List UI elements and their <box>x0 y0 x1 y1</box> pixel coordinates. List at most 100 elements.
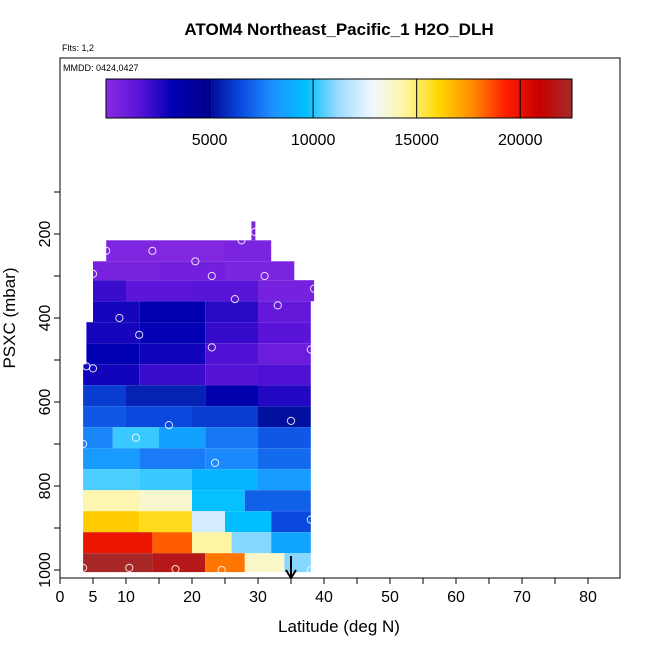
heatmap-cell-6-1 <box>139 343 206 365</box>
heatmap-cell-9-3 <box>258 406 311 428</box>
heatmap-cell-11-1 <box>139 448 206 470</box>
heatmap-cell-6-3 <box>258 343 311 365</box>
sample-marker-16 <box>88 364 98 373</box>
sample-marker-17 <box>286 416 296 425</box>
date-label: MMDD: 0424,0427 <box>63 63 139 73</box>
heatmap-cells <box>83 221 315 573</box>
heatmap-cell-1-1 <box>159 240 225 262</box>
heatmap-cell-7-2 <box>205 364 258 386</box>
heatmap-cell-2-0 <box>93 261 159 281</box>
x-axis: 0 5 10 20 30 40 50 60 70 80 <box>56 578 597 606</box>
y-tick-label-2: 600 <box>37 389 54 416</box>
sample-marker-6 <box>207 271 216 281</box>
heatmap-cell-14-0 <box>83 511 140 533</box>
sample-marker-24 <box>125 563 134 573</box>
sample-marker-2 <box>102 246 111 255</box>
heatmap-cell-1-2 <box>225 240 272 262</box>
heatmap-cell-6-2 <box>205 343 258 365</box>
heatmap-cell-14-4 <box>271 511 311 533</box>
sample-marker-5 <box>88 269 98 278</box>
colorbar-tick-label-1: 10000 <box>291 132 336 149</box>
sample-marker-27 <box>306 565 315 575</box>
heatmap-cell-8-3 <box>258 385 311 407</box>
sample-marker-0 <box>250 227 259 236</box>
heatmap-cell-4-1 <box>139 301 206 323</box>
heatmap-cell-11-3 <box>258 448 311 470</box>
x-tick-label-7: 60 <box>447 589 465 606</box>
y-axis: 200 400 600 800 1000 <box>37 191 60 588</box>
heatmap-cell-7-1 <box>139 364 206 386</box>
heatmap-cell-16-3 <box>244 553 285 573</box>
colorbar-tick-label-2: 15000 <box>394 132 439 149</box>
chart-title: ATOM4 Northeast_Pacific_1 H2O_DLH <box>184 20 493 39</box>
heatmap-cell-2-2 <box>225 261 295 281</box>
heatmap-cell-3-2 <box>192 280 258 302</box>
heatmap-cell-15-1 <box>152 532 192 554</box>
heatmap-cell-10-1 <box>112 427 159 449</box>
heatmap-cell-14-3 <box>225 511 272 533</box>
heatmap-cell-9-1 <box>126 406 192 428</box>
heatmap-cell-14-1 <box>139 511 192 533</box>
sample-marker-11 <box>115 313 124 323</box>
heatmap-cell-15-4 <box>271 532 311 554</box>
colorbar-gradient <box>105 78 573 119</box>
heatmap-cell-10-4 <box>258 427 311 449</box>
heatmap-cell-11-0 <box>83 448 140 470</box>
heatmap-cell-5-0 <box>86 322 140 344</box>
sample-markers <box>79 227 319 575</box>
heatmap-cell-4-2 <box>205 301 258 323</box>
heatmap-cell-12-2 <box>192 469 258 491</box>
heatmap-cell-15-0 <box>83 532 153 554</box>
heatmap-cell-10-3 <box>205 427 258 449</box>
heatmap-cell-13-2 <box>192 490 245 512</box>
sample-marker-13 <box>207 343 216 352</box>
heatmap-cell-3-3 <box>258 280 315 302</box>
heatmap-cell-4-3 <box>258 301 311 323</box>
heatmap-cell-6-0 <box>86 343 140 365</box>
heatmap-cell-15-2 <box>192 532 232 554</box>
heatmap-cell-5-3 <box>258 322 311 344</box>
x-tick-label-6: 50 <box>381 589 399 606</box>
heatmap-cell-16-2 <box>205 553 245 573</box>
sample-marker-1 <box>237 236 246 245</box>
y-tick-label-0: 200 <box>37 221 54 248</box>
heatmap-cell-1-0 <box>106 240 159 262</box>
heatmap-cell-13-0 <box>83 490 140 512</box>
heatmap-cell-14-2 <box>192 511 225 533</box>
sample-marker-8 <box>310 284 319 293</box>
heatmap-cell-3-1 <box>126 280 192 302</box>
x-axis-label: Latitude (deg N) <box>278 617 400 636</box>
colorbar: 5000 10000 15000 20000 <box>105 78 573 149</box>
heatmap-cell-0-0 <box>251 221 256 241</box>
sample-marker-4 <box>191 257 200 266</box>
sample-marker-21 <box>211 458 220 467</box>
sample-marker-26 <box>217 565 226 575</box>
heatmap-cell-12-3 <box>258 469 311 491</box>
sample-marker-14 <box>306 345 315 354</box>
sample-marker-25 <box>171 565 180 574</box>
heatmap-cell-10-2 <box>159 427 206 449</box>
heatmap-cell-13-1 <box>139 490 192 512</box>
heatmap-cell-16-0 <box>83 553 153 573</box>
sample-marker-23 <box>79 563 88 573</box>
colorbar-tick-label-0: 5000 <box>192 132 228 149</box>
sample-marker-10 <box>273 301 282 310</box>
x-tick-label-0: 0 <box>56 589 65 606</box>
heatmap-cell-13-3 <box>244 490 311 512</box>
y-tick-label-1: 400 <box>37 305 54 332</box>
heatmap-cell-10-0 <box>83 427 113 449</box>
heatmap-cell-5-2 <box>205 322 258 344</box>
heatmap-cell-12-1 <box>139 469 192 491</box>
sample-marker-20 <box>79 439 88 449</box>
colorbar-tick-label-3: 20000 <box>498 132 543 149</box>
sample-marker-19 <box>131 433 140 442</box>
heatmap-cell-7-0 <box>83 364 140 386</box>
heatmap-cell-7-3 <box>258 364 311 386</box>
heatmap-cell-12-0 <box>83 469 140 491</box>
x-tick-label-9: 80 <box>579 589 597 606</box>
x-tick-label-1: 5 <box>89 589 98 606</box>
sample-marker-18 <box>164 421 173 430</box>
heatmap-cell-9-0 <box>83 406 126 428</box>
flights-label: Flts: 1,2 <box>62 43 94 53</box>
